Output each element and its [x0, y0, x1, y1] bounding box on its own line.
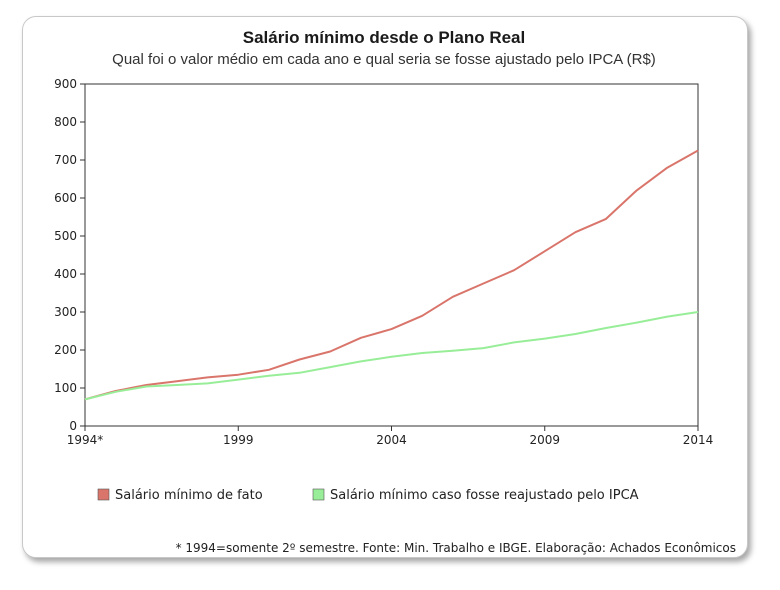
- y-tick-label: 300: [54, 305, 77, 319]
- legend-swatch-ipca: [312, 488, 325, 501]
- legend: Salário mínimo de fato Salário mínimo ca…: [97, 488, 639, 503]
- y-tick-label: 200: [54, 343, 77, 357]
- series-line-ipca: [84, 311, 699, 401]
- axes: [84, 83, 699, 427]
- chart-subtitle: Qual foi o valor médio em cada ano e qua…: [112, 51, 656, 68]
- chart-title: Salário mínimo desde o Plano Real: [243, 28, 525, 47]
- x-tick-label: 2004: [376, 433, 407, 447]
- y-tick-label: 400: [54, 267, 77, 281]
- legend-label-actual: Salário mínimo de fato: [115, 488, 263, 503]
- y-tick-label: 100: [54, 381, 77, 395]
- y-tick-label: 700: [54, 153, 77, 167]
- y-axis-ticks: 0 100 200 300 400 500 600 700 800 900: [54, 77, 85, 433]
- y-tick-label: 500: [54, 229, 77, 243]
- x-axis-ticks: 1994* 1999 2004 2009 2014: [67, 426, 714, 447]
- y-tick-label: 600: [54, 191, 77, 205]
- x-tick-label: 1994*: [67, 433, 104, 447]
- x-tick-label: 1999: [223, 433, 254, 447]
- chart-card: [22, 16, 748, 558]
- plot-frame: [84, 83, 699, 427]
- series-line-actual: [84, 149, 699, 401]
- series-lines: [84, 149, 699, 401]
- y-tick-label: 900: [54, 77, 77, 91]
- legend-label-ipca: Salário mínimo caso fosse reajustado pel…: [330, 488, 639, 503]
- x-tick-label: 2014: [683, 433, 714, 447]
- x-tick-label: 2009: [529, 433, 560, 447]
- y-tick-label: 800: [54, 115, 77, 129]
- y-tick-label: 0: [69, 419, 77, 433]
- footnote: * 1994=somente 2º semestre. Fonte: Min. …: [176, 541, 736, 555]
- legend-swatch-actual: [97, 488, 110, 501]
